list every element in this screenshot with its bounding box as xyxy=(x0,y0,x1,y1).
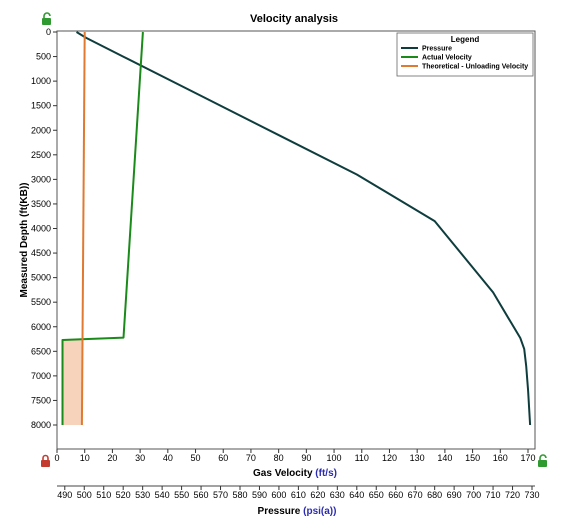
velocity-tick-label: 10 xyxy=(80,453,90,463)
legend-item-theoretical-unloading-velocity: Theoretical - Unloading Velocity xyxy=(422,64,528,71)
series-line-actual-velocity xyxy=(61,31,144,425)
legend-item-pressure: Pressure xyxy=(422,46,452,53)
pressure-tick-label: 720 xyxy=(505,490,520,500)
velocity-tick-label: 30 xyxy=(135,453,145,463)
velocity-tick-label: 0 xyxy=(54,453,59,463)
velocity-tick-label: 150 xyxy=(465,453,480,463)
pressure-tick-label: 660 xyxy=(388,490,403,500)
y-tick-label: 4000 xyxy=(31,224,51,234)
pressure-tick-label: 730 xyxy=(524,490,539,500)
velocity-tick-label: 120 xyxy=(382,453,397,463)
y-tick-label: 7000 xyxy=(31,371,51,381)
series-line-pressure xyxy=(75,31,532,426)
y-tick-label: 5000 xyxy=(31,273,51,283)
pressure-tick-label: 640 xyxy=(349,490,364,500)
pressure-tick-label: 490 xyxy=(57,490,72,500)
pressure-tick-label: 670 xyxy=(408,490,423,500)
unlock-icon-top-shackle xyxy=(43,12,51,18)
lock-icon-bottom-left-body xyxy=(41,460,50,467)
pressure-tick-label: 600 xyxy=(271,490,286,500)
pressure-tick-label: 590 xyxy=(252,490,267,500)
series-line-theoretical-unloading-velocity xyxy=(80,31,86,426)
y-tick-label: 2500 xyxy=(31,150,51,160)
y-tick-label: 6000 xyxy=(31,322,51,332)
y-tick-label: 3500 xyxy=(31,199,51,209)
pressure-tick-label: 610 xyxy=(291,490,306,500)
velocity-tick-label: 130 xyxy=(410,453,425,463)
pressure-tick-label: 510 xyxy=(96,490,111,500)
plot-frame xyxy=(56,30,536,450)
pressure-tick-label: 520 xyxy=(116,490,131,500)
pressure-tick-label: 540 xyxy=(155,490,170,500)
pressure-tick-label: 580 xyxy=(232,490,247,500)
lock-icon-bottom-left[interactable] xyxy=(41,454,50,468)
velocity-tick-label: 140 xyxy=(437,453,452,463)
pressure-tick-label: 690 xyxy=(447,490,462,500)
pressure-tick-label: 530 xyxy=(135,490,150,500)
velocity-tick-label: 80 xyxy=(274,453,284,463)
unlock-icon-top[interactable] xyxy=(42,12,51,25)
velocity-tick-label: 90 xyxy=(301,453,311,463)
y-tick-label: 0 xyxy=(46,27,51,37)
lock-icon-bottom-left-shackle xyxy=(42,454,49,460)
y-tick-label: 8000 xyxy=(31,420,51,430)
velocity-tick-label: 110 xyxy=(355,453,369,463)
velocity-tick-label: 40 xyxy=(163,453,173,463)
y-tick-label: 5500 xyxy=(31,297,51,307)
pressure-tick-label: 710 xyxy=(486,490,501,500)
y-tick-label: 6500 xyxy=(31,346,51,356)
unlock-icon-bottom-right-shackle xyxy=(539,454,547,460)
y-tick-label: 1000 xyxy=(31,76,51,86)
unlock-icon-bottom-right[interactable] xyxy=(538,454,547,467)
velocity-tick-label: 100 xyxy=(327,453,342,463)
legend[interactable]: Legend Pressure Actual Velocity Theoretica… xyxy=(396,32,534,77)
chart-title: Velocity analysis xyxy=(250,13,338,25)
y-tick-label: 4500 xyxy=(31,248,51,258)
pressure-tick-label: 630 xyxy=(330,490,345,500)
pressure-tick-label: 650 xyxy=(369,490,384,500)
pressure-tick-label: 550 xyxy=(174,490,189,500)
legend-title: Legend xyxy=(451,35,480,44)
unlock-icon-bottom-right-body xyxy=(538,460,547,467)
x-axis-label-velocity: Gas Velocity (ft/s) xyxy=(253,468,337,479)
pressure-tick-label: 570 xyxy=(213,490,228,500)
unloading-region-fill xyxy=(62,340,83,425)
velocity-tick-label: 60 xyxy=(218,453,228,463)
velocity-tick-label: 160 xyxy=(493,453,508,463)
y-tick-label: 1500 xyxy=(31,101,51,111)
y-tick-label: 7500 xyxy=(31,395,51,405)
y-tick-label: 3000 xyxy=(31,174,51,184)
velocity-tick-label: 50 xyxy=(191,453,201,463)
x-axis-label-pressure: Pressure (psi(a)) xyxy=(258,506,337,517)
y-tick-label: 2000 xyxy=(31,125,51,135)
legend-item-actual-velocity: Actual Velocity xyxy=(422,55,472,62)
velocity-tick-label: 70 xyxy=(246,453,256,463)
y-axis-label: Measured Depth (ft(KB)) xyxy=(19,182,30,297)
pressure-tick-label: 620 xyxy=(310,490,325,500)
legend-box xyxy=(396,32,534,77)
velocity-tick-label: 170 xyxy=(520,453,535,463)
pressure-tick-label: 680 xyxy=(427,490,442,500)
unlock-icon-top-body xyxy=(42,18,51,25)
pressure-tick-label: 700 xyxy=(466,490,481,500)
pressure-tick-label: 500 xyxy=(77,490,92,500)
y-tick-label: 500 xyxy=(36,52,51,62)
pressure-tick-label: 560 xyxy=(194,490,209,500)
velocity-tick-label: 20 xyxy=(107,453,117,463)
